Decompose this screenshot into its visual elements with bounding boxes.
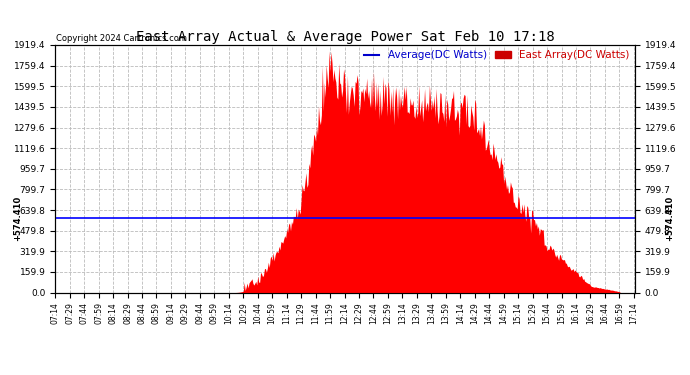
Title: East Array Actual & Average Power Sat Feb 10 17:18: East Array Actual & Average Power Sat Fe… xyxy=(136,30,554,44)
Legend: Average(DC Watts), East Array(DC Watts): Average(DC Watts), East Array(DC Watts) xyxy=(364,50,629,60)
Text: +574.410: +574.410 xyxy=(13,196,22,241)
Text: +574.410: +574.410 xyxy=(665,196,674,241)
Text: Copyright 2024 Cartronics.com: Copyright 2024 Cartronics.com xyxy=(56,33,187,42)
